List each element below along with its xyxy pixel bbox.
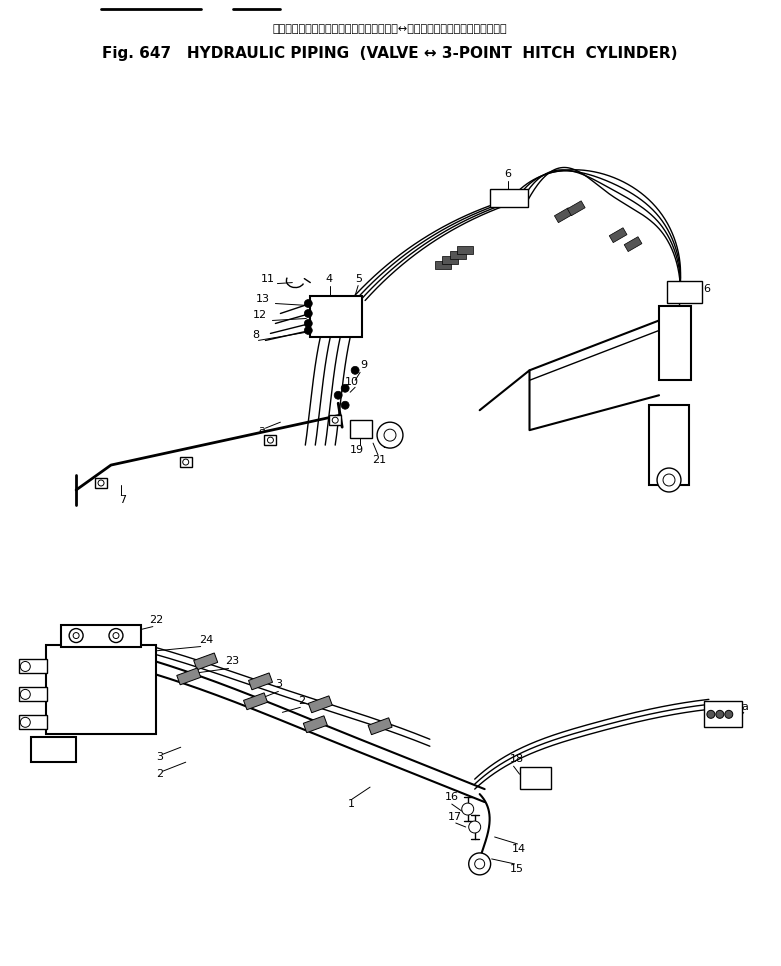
Text: 24: 24 [198, 635, 213, 644]
Circle shape [267, 438, 273, 443]
Text: 23: 23 [226, 657, 240, 667]
Circle shape [707, 710, 715, 719]
Circle shape [305, 309, 312, 318]
Circle shape [20, 690, 30, 699]
Text: 22: 22 [149, 614, 163, 625]
Bar [609, 228, 627, 242]
Circle shape [341, 401, 349, 410]
Bar [490, 188, 527, 207]
Bar [310, 296, 362, 337]
Bar [31, 737, 76, 762]
Bar [450, 250, 465, 259]
Circle shape [469, 853, 490, 875]
Bar [435, 261, 451, 269]
Text: 3: 3 [276, 679, 283, 690]
Bar [624, 237, 642, 251]
Circle shape [725, 710, 733, 719]
Bar [194, 653, 218, 669]
Text: 19: 19 [350, 445, 364, 455]
Bar [20, 688, 47, 701]
Circle shape [73, 633, 79, 639]
Text: a: a [742, 702, 749, 712]
Text: 17: 17 [448, 812, 462, 822]
Circle shape [332, 417, 338, 423]
Text: Fig. 647   HYDRAULIC PIPING  (VALVE ↔ 3-POINT  HITCH  CYLINDER): Fig. 647 HYDRAULIC PIPING (VALVE ↔ 3-POI… [102, 45, 678, 61]
Circle shape [109, 629, 123, 642]
Circle shape [475, 859, 485, 868]
Bar [330, 415, 341, 425]
Bar [46, 644, 156, 734]
Bar [20, 660, 47, 673]
Circle shape [98, 480, 104, 486]
Circle shape [20, 718, 30, 727]
Circle shape [183, 459, 189, 465]
Circle shape [351, 366, 359, 374]
Text: 2: 2 [298, 696, 305, 706]
Text: 14: 14 [512, 844, 526, 854]
Bar [567, 201, 585, 215]
Circle shape [384, 429, 396, 441]
Text: 2: 2 [156, 769, 163, 780]
Bar [649, 405, 689, 485]
Circle shape [305, 320, 312, 327]
Circle shape [716, 710, 724, 719]
Bar [442, 256, 458, 264]
Text: 5: 5 [355, 273, 362, 284]
Circle shape [377, 422, 403, 448]
Bar [308, 696, 332, 713]
Circle shape [462, 803, 474, 815]
Bar [704, 701, 742, 727]
Circle shape [469, 821, 480, 833]
Text: 7: 7 [119, 495, 126, 505]
Bar [659, 305, 691, 381]
Text: 10: 10 [345, 378, 359, 387]
Text: 11: 11 [261, 273, 274, 284]
Bar [555, 208, 572, 223]
Bar [368, 718, 392, 735]
Text: 12: 12 [252, 310, 266, 321]
Circle shape [334, 391, 342, 399]
Bar [244, 693, 268, 710]
Circle shape [70, 629, 83, 642]
Bar [177, 668, 201, 685]
Bar [61, 625, 141, 646]
Text: 13: 13 [255, 294, 269, 303]
Text: 21: 21 [372, 455, 386, 465]
Circle shape [305, 327, 312, 334]
Text: 8: 8 [252, 330, 259, 340]
Bar [248, 673, 273, 690]
Text: 15: 15 [509, 864, 523, 874]
Bar [95, 478, 107, 488]
Circle shape [20, 662, 30, 671]
Text: 20: 20 [382, 440, 396, 450]
Text: ハイドロリック　パイピング　バルブ　　↔　　３点　　ヒッチ　　シリンダ: ハイドロリック パイピング バルブ ↔ ３点 ヒッチ シリンダ [273, 24, 508, 35]
Circle shape [113, 633, 119, 639]
Text: 6: 6 [505, 169, 512, 179]
Circle shape [663, 474, 675, 486]
Bar [667, 280, 702, 302]
Text: 1: 1 [348, 799, 355, 810]
Text: a: a [259, 425, 266, 435]
Bar [350, 420, 372, 439]
Bar [303, 716, 327, 732]
Text: 6: 6 [703, 284, 710, 294]
Text: 3: 3 [156, 753, 162, 762]
Bar [265, 435, 276, 445]
Bar [180, 457, 191, 467]
Text: 16: 16 [445, 792, 458, 802]
Circle shape [341, 384, 349, 392]
Text: 18: 18 [509, 754, 524, 764]
Text: 9: 9 [360, 360, 367, 370]
Bar [457, 245, 473, 254]
Bar [20, 716, 47, 729]
Text: 4: 4 [325, 273, 333, 284]
Circle shape [305, 299, 312, 307]
Circle shape [657, 469, 681, 492]
Bar [519, 767, 551, 789]
